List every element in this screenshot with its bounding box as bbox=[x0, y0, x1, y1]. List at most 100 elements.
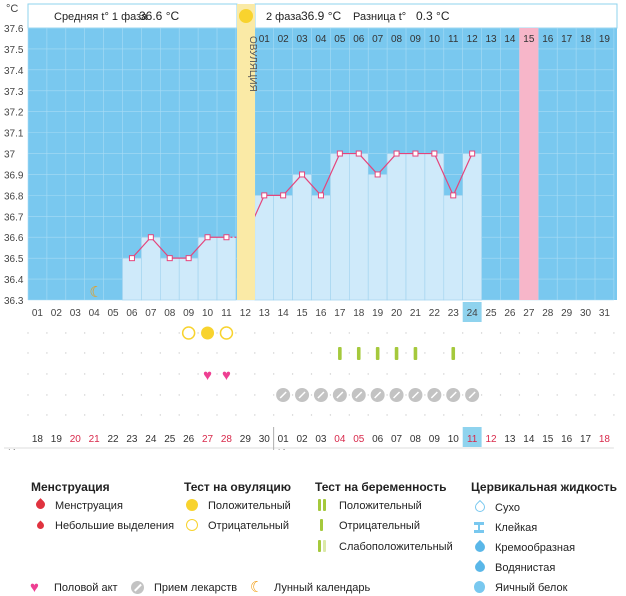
row-dot bbox=[424, 352, 426, 354]
y-tick-label: 37.6 bbox=[4, 24, 24, 35]
row-dot bbox=[575, 394, 577, 396]
temperature-point bbox=[280, 192, 287, 199]
pill-icon bbox=[370, 388, 385, 402]
legend-pregnancy-positive-label: Положительный bbox=[339, 500, 422, 512]
row-dot bbox=[46, 394, 48, 396]
temperature-segment bbox=[358, 153, 379, 175]
calendar-date: 26 bbox=[183, 434, 195, 445]
calendar-date: 03 bbox=[315, 434, 327, 445]
row-dot bbox=[216, 352, 218, 354]
temperature-point bbox=[412, 150, 419, 157]
symptom-rows: ☾ ♥ ♥ bbox=[27, 284, 615, 416]
row-dot bbox=[197, 373, 199, 375]
row-dot bbox=[386, 373, 388, 375]
row-dot bbox=[462, 352, 464, 354]
phase2-day-number: 03 bbox=[296, 34, 308, 45]
month-label: Июль bbox=[278, 448, 306, 450]
temperature-bars bbox=[122, 153, 482, 301]
calendar-date: 14 bbox=[523, 434, 535, 445]
calendar-date: 12 bbox=[485, 434, 497, 445]
y-tick-label: 36.6 bbox=[4, 233, 24, 244]
row-dot bbox=[178, 332, 180, 334]
temperature-line bbox=[128, 150, 476, 262]
temperature-bar bbox=[197, 236, 218, 301]
row-dot bbox=[216, 332, 218, 334]
y-tick-label: 37.3 bbox=[4, 87, 24, 98]
temperature-bar bbox=[443, 195, 463, 301]
pill-mark bbox=[411, 391, 419, 399]
row-dot bbox=[235, 332, 237, 334]
row-dot bbox=[367, 394, 369, 396]
pill-icon bbox=[295, 388, 310, 402]
moon-icon: ☾ bbox=[250, 579, 264, 596]
cycle-day-number: 24 bbox=[467, 308, 479, 319]
row-dot bbox=[235, 352, 237, 354]
pill-icon bbox=[465, 388, 480, 402]
row-dot bbox=[140, 373, 143, 375]
ovulation-label: ОВУЛЯЦИЯ bbox=[247, 36, 258, 92]
y-tick-label: 36.4 bbox=[4, 275, 24, 286]
row-dot bbox=[537, 394, 539, 396]
row-dot bbox=[27, 394, 29, 396]
calendar-date: 01 bbox=[278, 434, 290, 445]
row-dot bbox=[27, 332, 29, 334]
pregnancy-weak-icon bbox=[315, 540, 333, 554]
cycle-day-number: 25 bbox=[485, 308, 497, 319]
ovulation-negative-test-icon bbox=[219, 326, 234, 340]
day-header-cell bbox=[274, 29, 293, 47]
temperature-point bbox=[299, 171, 306, 178]
row-dot bbox=[140, 394, 143, 396]
phase2-day-number: 19 bbox=[599, 34, 611, 45]
row-dot bbox=[178, 352, 180, 354]
pill-mark bbox=[336, 391, 344, 399]
pregnancy-test-icon bbox=[451, 347, 456, 360]
pill-mark bbox=[430, 391, 438, 399]
pill-icon bbox=[332, 388, 347, 402]
cervical-egg-icon bbox=[471, 581, 489, 595]
cycle-day-number: 13 bbox=[259, 308, 271, 319]
legend-cervical-creamy-label: Кремообразная bbox=[495, 542, 576, 554]
row-dot bbox=[480, 414, 483, 416]
row-dot bbox=[273, 352, 275, 354]
legend-spotting-label: Небольшие выделения bbox=[55, 520, 175, 532]
row-dot bbox=[254, 414, 256, 416]
calendar-date: 13 bbox=[504, 434, 516, 445]
temperature-bar bbox=[330, 153, 350, 301]
row-dot bbox=[424, 394, 426, 396]
ovulation-positive-test-icon bbox=[201, 326, 215, 340]
pill-icon bbox=[427, 388, 442, 402]
calendar-date: 23 bbox=[126, 434, 138, 445]
row-dot bbox=[594, 414, 596, 416]
calendar-date: 09 bbox=[429, 434, 441, 445]
temperature-point bbox=[336, 150, 343, 157]
row-dot bbox=[121, 414, 124, 416]
row-dot bbox=[613, 414, 615, 416]
phase2-day-number: 08 bbox=[391, 34, 403, 45]
row-dot bbox=[462, 373, 464, 375]
row-dot bbox=[329, 414, 332, 416]
pill-mark bbox=[374, 391, 382, 399]
cycle-day-number: 09 bbox=[183, 308, 195, 319]
cycle-day-number: 29 bbox=[561, 308, 573, 319]
calendar-date: 22 bbox=[107, 434, 119, 445]
temperature-bar bbox=[311, 195, 331, 301]
row-dot bbox=[291, 352, 294, 354]
temperature-bar bbox=[462, 153, 482, 301]
row-dot bbox=[367, 332, 369, 334]
row-dot bbox=[235, 414, 237, 416]
phase2-day-number: 09 bbox=[410, 34, 422, 45]
legend-intercourse-label: Половой акт bbox=[54, 582, 118, 594]
row-dot bbox=[348, 414, 350, 416]
row-dot bbox=[443, 394, 445, 396]
row-dot bbox=[197, 414, 199, 416]
row-dot bbox=[518, 373, 521, 375]
legend-medication-label: Прием лекарств bbox=[154, 582, 238, 594]
pill-mark bbox=[317, 391, 325, 399]
row-dot bbox=[329, 373, 332, 375]
row-dot bbox=[613, 352, 615, 354]
day-header-cell bbox=[463, 29, 482, 47]
row-dot bbox=[310, 332, 313, 334]
phase2-day-number: 10 bbox=[429, 34, 441, 45]
row-dot bbox=[235, 394, 237, 396]
phase1-value: 36.6 °C bbox=[139, 9, 179, 23]
